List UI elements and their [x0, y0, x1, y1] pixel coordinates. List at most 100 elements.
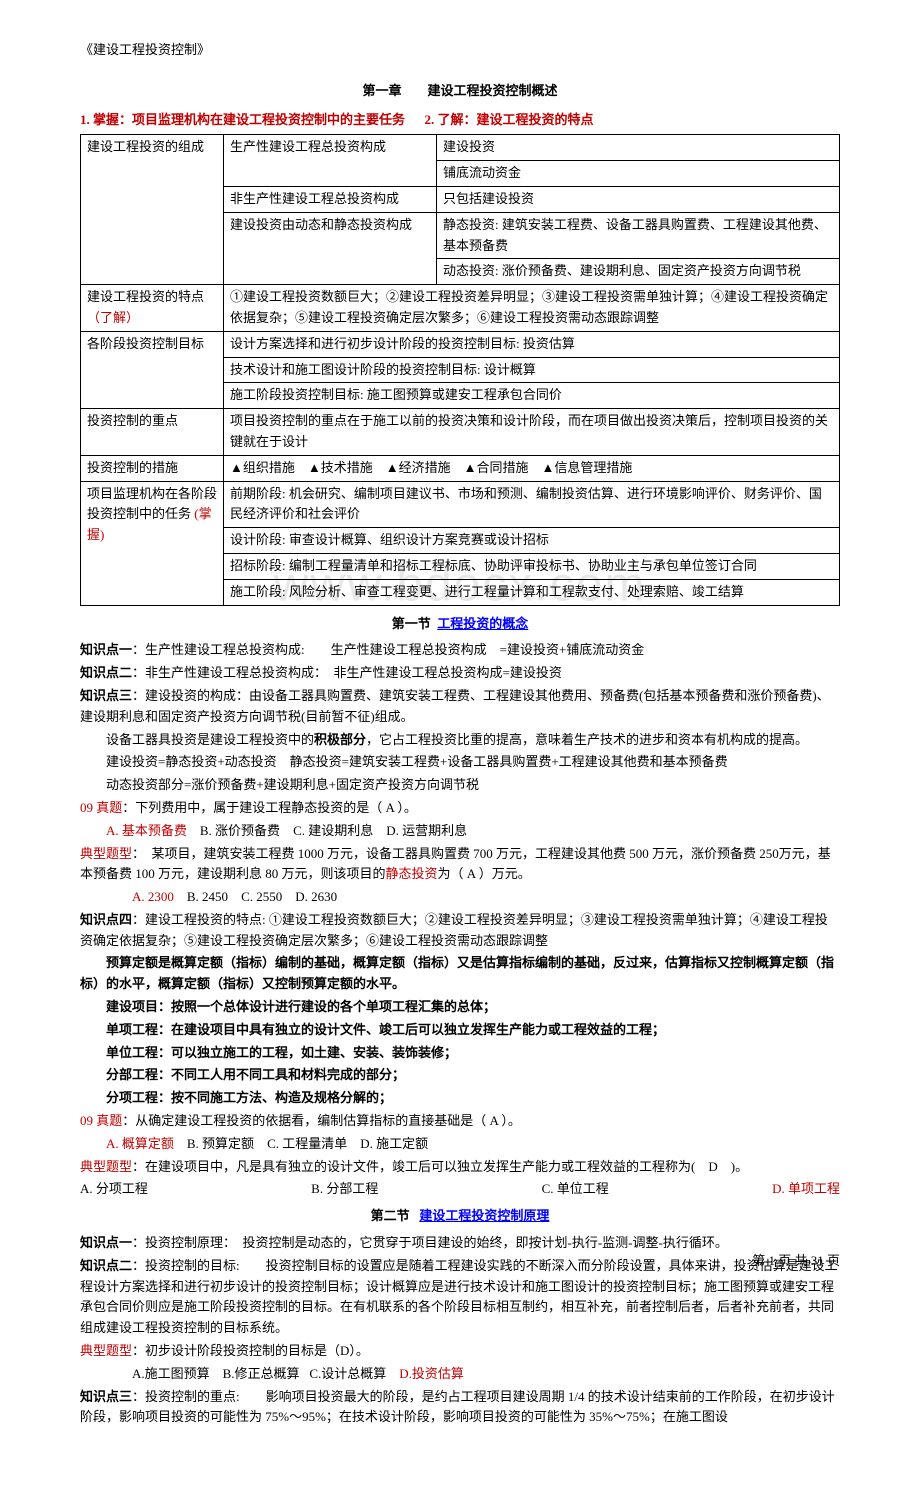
kp23-text: ：投资控制的重点: 影响项目投资最大的阶段，是约占工程项目建设周期 1/4 的技…	[80, 1389, 835, 1425]
line3: 单位工程：可以独立施工的工程，如土建、安装、装饰装修；	[80, 1043, 840, 1064]
kp21-label: 知识点一	[80, 1235, 132, 1250]
kp3-p2: 设备工器具投资是建设工程投资中的积极部分，它占工程投资比重的提高，意味着生产技术…	[80, 730, 840, 751]
q09a-text: ：下列费用中，属于建设工程静态投资的是（ A ）。	[122, 800, 417, 815]
typed1-options: A. 2300 B. 2450 C. 2550 D. 2630	[80, 887, 840, 908]
typed1-text2: 静态投资	[386, 866, 438, 881]
q09b-label: 09 真题	[80, 1113, 122, 1128]
kp2: 知识点二：非生产性建设工程总投资构成： 非生产性建设工程总投资构成=建设投资	[80, 663, 840, 684]
typed2-optD: D. 单项工程	[772, 1179, 840, 1200]
typed3-optB: B.修正总概算	[223, 1366, 300, 1381]
typed1-label: 典型题型	[80, 846, 132, 861]
kp1: 知识点一：生产性建设工程总投资构成: 生产性建设工程总投资构成 =建设投资+铺底…	[80, 640, 840, 661]
cell-r4c2: 项目投资控制的重点在于施工以前的投资决策和设计阶段，而在项目做出投资决策后，控制…	[224, 409, 840, 456]
typed1: 典型题型： 某项目，建筑安装工程费 1000 万元，设备工器具购置费 700 万…	[80, 844, 840, 886]
q09b-text: ：从确定建设工程投资的依据看，编制估算指标的直接基础是（ A ）。	[122, 1113, 521, 1128]
typed1-optC: C. 2550	[241, 889, 282, 904]
kp3: 知识点三：建设投资的构成：由设备工器具购置费、建筑安装工程费、工程建设其他费用、…	[80, 686, 840, 728]
kp3-p4: 动态投资部分=涨价预备费+建设期利息+固定资产投资方向调节税	[80, 775, 840, 796]
kp22-label: 知识点二	[80, 1258, 132, 1273]
kp4: 知识点四：建设工程投资的特点: ①建设工程投资数额巨大；②建设工程投资差异明显；…	[80, 910, 840, 952]
kp22-text: ：投资控制的目标: 投资控制目标的设置应是随着工程建设实践的不断深入而分阶段设置…	[80, 1258, 838, 1335]
cell-r5c1: 投资控制的措施	[81, 455, 224, 481]
cell-r1c3c: 只包括建设投资	[437, 186, 840, 212]
cell-r3c1: 各阶段投资控制目标	[81, 331, 224, 408]
section2-label: 第二节	[371, 1208, 410, 1223]
kp3-p2c: ，它占工程投资比重的提高，意味着生产技术的进步和资本有机构成的提高。	[366, 732, 808, 747]
cell-r6c1: 项目监理机构在各阶段投资控制中的任务 (掌握)	[81, 481, 224, 605]
q09a: 09 真题：下列费用中，属于建设工程静态投资的是（ A ）。	[80, 798, 840, 819]
cell-r3c2c: 施工阶段投资控制目标: 施工图预算或建安工程承包合同价	[224, 383, 840, 409]
line1: 建设项目：按照一个总体设计进行建设的各个单项工程汇集的总体；	[80, 997, 840, 1018]
cell-r6c2c: 招标阶段: 编制工程量清单和招标工程标底、协助评审投标书、协助业主与承包单位签订…	[224, 553, 840, 579]
cell-r2c2: ①建设工程投资数额巨大；②建设工程投资差异明显；③建设工程投资需单独计算；④建设…	[224, 285, 840, 332]
kp22: 知识点二：投资控制的目标: 投资控制目标的设置应是随着工程建设实践的不断深入而分…	[80, 1256, 840, 1339]
cell-r1c2a: 生产性建设工程总投资构成	[224, 135, 437, 187]
typed1-optB: B. 2450	[187, 889, 228, 904]
cell-r2c1a: 建设工程投资的特点	[87, 289, 204, 304]
kp2-label: 知识点二	[80, 665, 132, 680]
bold-para1: 预算定额是概算定额（指标）编制的基础，概算定额（指标）又是估算指标编制的基础，反…	[80, 953, 840, 995]
cell-r3c2b: 技术设计和施工图设计阶段的投资控制目标: 设计概算	[224, 357, 840, 383]
typed3-options: A.施工图预算 B.修正总概算 C.设计总概算 D.投资估算	[80, 1364, 840, 1385]
typed2: 典型题型：在建设项目中，凡是具有独立的设计文件，竣工后可以独立发挥生产能力或工程…	[80, 1157, 840, 1178]
chapter-title: 第一章 建设工程投资控制概述	[80, 81, 840, 102]
keypoints-row: 1. 掌握：项目监理机构在建设工程投资控制中的主要任务 2. 了解：建设工程投资…	[80, 110, 840, 131]
kp4-text: ：建设工程投资的特点: ①建设工程投资数额巨大；②建设工程投资差异明显；③建设工…	[80, 912, 828, 948]
kp3-label: 知识点三	[80, 688, 132, 703]
q09b-optD: D. 施工定额	[360, 1136, 428, 1151]
cell-r1c2c: 建设投资由动态和静态投资构成	[224, 212, 437, 284]
typed2-optC: C. 单位工程	[542, 1179, 609, 1200]
section1-label: 第一节	[392, 616, 431, 631]
q09a-optB: B. 涨价预备费	[200, 823, 280, 838]
q09b: 09 真题：从确定建设工程投资的依据看，编制估算指标的直接基础是（ A ）。	[80, 1111, 840, 1132]
typed2-label: 典型题型	[80, 1159, 132, 1174]
kp23: 知识点三：投资控制的重点: 影响项目投资最大的阶段，是约占工程项目建设周期 1/…	[80, 1387, 840, 1429]
typed3-text: ：初步设计阶段投资控制的目标是（D）。	[132, 1343, 369, 1358]
q09a-optD: D. 运营期利息	[386, 823, 467, 838]
page-footer: 第 1 页 共 31 页	[752, 1251, 840, 1272]
kp2-text: ：非生产性建设工程总投资构成： 非生产性建设工程总投资构成=建设投资	[132, 665, 562, 680]
kp21: 知识点一：投资控制原理： 投资控制是动态的，它贯穿于项目建设的始终，即按计划-执…	[80, 1233, 840, 1254]
q09b-optC: C. 工程量清单	[267, 1136, 347, 1151]
section1-name: 工程投资的概念	[437, 616, 528, 631]
cell-r1c3d: 静态投资: 建筑安装工程费、设备工器具购置费、工程建设其他费、基本预备费	[437, 212, 840, 259]
typed2-text: ：在建设项目中，凡是具有独立的设计文件，竣工后可以独立发挥生产能力或工程效益的工…	[132, 1159, 748, 1174]
kp23-label: 知识点三	[80, 1389, 132, 1404]
kp1-text: ：生产性建设工程总投资构成: 生产性建设工程总投资构成 =建设投资+铺底流动资金	[132, 642, 644, 657]
cell-r1c3b: 铺底流动资金	[437, 161, 840, 187]
typed2-options: A. 分项工程 B. 分部工程 C. 单位工程 D. 单项工程	[80, 1179, 840, 1200]
q09b-optA: A. 概算定额	[106, 1136, 174, 1151]
cell-r6c2d: 施工阶段: 风险分析、审查工程变更、进行工程量计算和工程款支付、处理索赔、竣工结…	[224, 579, 840, 605]
cell-r6c2b: 设计阶段: 审查设计概算、组织设计方案竞赛或设计招标	[224, 528, 840, 554]
keypoint-master: 1. 掌握：项目监理机构在建设工程投资控制中的主要任务	[80, 112, 405, 127]
cell-r1c1: 建设工程投资的组成	[81, 135, 224, 285]
cell-r6c2a: 前期阶段: 机会研究、编制项目建议书、市场和预测、编制投资估算、进行环境影响评价…	[224, 481, 840, 528]
section2-title: 第二节 建设工程投资控制原理	[80, 1206, 840, 1227]
cell-r3c2a: 设计方案选择和进行初步设计阶段的投资控制目标: 投资估算	[224, 331, 840, 357]
kp3-p2b: 积极部分	[314, 732, 366, 747]
kp1-label: 知识点一	[80, 642, 132, 657]
summary-table: 建设工程投资的组成 生产性建设工程总投资构成 建设投资 铺底流动资金 非生产性建…	[80, 134, 840, 605]
typed3: 典型题型：初步设计阶段投资控制的目标是（D）。	[80, 1341, 840, 1362]
cell-r1c3e: 动态投资: 涨价预备费、建设期利息、固定资产投资方向调节税	[437, 259, 840, 285]
q09b-options: A. 概算定额 B. 预算定额 C. 工程量清单 D. 施工定额	[80, 1134, 840, 1155]
typed1-text3: 为（ A ）万元。	[438, 866, 531, 881]
header-note: 《建设工程投资控制》	[80, 40, 840, 61]
typed3-optD: D.投资估算	[399, 1366, 464, 1381]
cell-r4c1: 投资控制的重点	[81, 409, 224, 456]
cell-r2c1b: （了解）	[87, 310, 139, 325]
keypoint-understand: 2. 了解：建设工程投资的特点	[425, 112, 594, 127]
section1-title: 第一节 工程投资的概念	[80, 614, 840, 635]
line2: 单项工程：在建设项目中具有独立的设计文件、竣工后可以独立发挥生产能力或工程效益的…	[80, 1020, 840, 1041]
typed1-optD: D. 2630	[295, 889, 337, 904]
line4: 分部工程：不同工人用不同工具和材料完成的部分；	[80, 1065, 840, 1086]
typed2-optA: A. 分项工程	[80, 1179, 148, 1200]
kp3-p3: 建设投资=静态投资+动态投资 静态投资=建筑安装工程费+设备工器具购置费+工程建…	[80, 752, 840, 773]
kp3-text: ：建设投资的构成：由设备工器具购置费、建筑安装工程费、工程建设其他费用、预备费(…	[80, 688, 830, 724]
section2-name: 建设工程投资控制原理	[419, 1208, 549, 1223]
kp3-p2a: 设备工器具投资是建设工程投资中的	[106, 732, 314, 747]
q09a-optA: A. 基本预备费	[106, 823, 187, 838]
cell-r2c1: 建设工程投资的特点 （了解）	[81, 285, 224, 332]
typed2-optB: B. 分部工程	[311, 1179, 378, 1200]
line5: 分项工程：按不同施工方法、构造及规格分解的；	[80, 1088, 840, 1109]
